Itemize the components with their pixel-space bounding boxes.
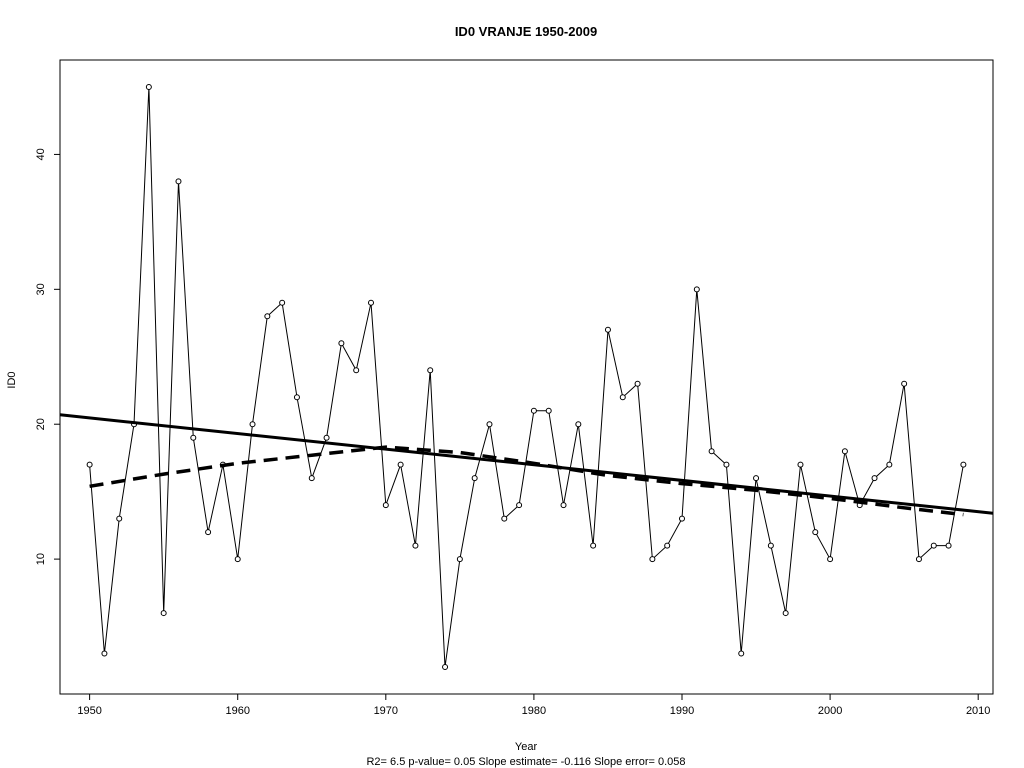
observed-point [782,610,789,617]
observed-point [945,542,952,549]
observed-point [841,448,848,455]
x-axis-label: Year [515,741,538,753]
observed-point [812,529,819,536]
observed-point [145,83,152,90]
observed-point [886,461,893,468]
y-tick-label: 40 [35,148,47,160]
observed-point [456,556,463,563]
observed-point [116,515,123,522]
x-tick-label: 2000 [818,705,842,717]
observed-point [397,461,404,468]
observed-point [634,380,641,387]
y-tick-label: 20 [35,418,47,430]
x-tick-label: 1950 [77,705,101,717]
observed-point [915,556,922,563]
x-tick-label: 1970 [374,705,398,717]
observed-point [471,475,478,482]
observed-point [249,421,256,428]
plot-frame-layer [59,59,994,695]
x-tick-label: 1980 [522,705,546,717]
observed-point [619,394,626,401]
observed-point [545,407,552,414]
plot-frame [59,59,994,695]
observed-point [871,475,878,482]
observed-point [160,610,167,617]
observed-point [901,380,908,387]
observed-point [590,542,597,549]
observed-point [412,542,419,549]
observed-point [382,502,389,509]
observed-point [827,556,834,563]
smoothed-trend-line [89,445,964,517]
chart-footer-stats: R2= 6.5 p-value= 0.05 Slope estimate= -0… [366,756,685,768]
observed-point [530,407,537,414]
observed-point [649,556,656,563]
observed-point [264,313,271,320]
observed-point [693,286,700,293]
observed-point [293,394,300,401]
observed-point [930,542,937,549]
observed-series-line [89,86,964,668]
observed-point [797,461,804,468]
observed-point [323,434,330,441]
observed-point [338,340,345,347]
observed-point [101,650,108,657]
observed-point [738,650,745,657]
observed-point [308,475,315,482]
observed-point [442,664,449,671]
x-tick-label: 1960 [225,705,249,717]
observed-point [427,367,434,374]
observed-point [86,461,93,468]
observed-point [753,475,760,482]
x-tick-label: 1990 [670,705,694,717]
observed-point [501,515,508,522]
y-tick-label: 30 [35,283,47,295]
observed-point [353,367,360,374]
observed-point [368,299,374,306]
observed-point [708,448,715,455]
observed-point [575,421,582,428]
observed-point [560,502,567,509]
series-layer [60,83,993,671]
observed-point [279,299,286,306]
observed-point [516,502,523,509]
observed-point [234,556,241,563]
observed-point [190,434,197,441]
observed-point [767,542,774,549]
observed-point [664,542,671,549]
linear-trend-line [60,413,993,515]
observed-point [175,178,182,185]
x-tick-label: 2010 [966,705,990,717]
y-axis-label: ID0 [6,371,18,388]
observed-point [723,461,730,468]
observed-point [604,326,611,333]
observed-point [205,529,212,536]
observed-point [960,461,967,468]
observed-point [486,421,493,428]
chart-title: ID0 VRANJE 1950-2009 [455,24,597,39]
observed-point [679,515,685,522]
y-tick-label: 10 [35,553,47,565]
